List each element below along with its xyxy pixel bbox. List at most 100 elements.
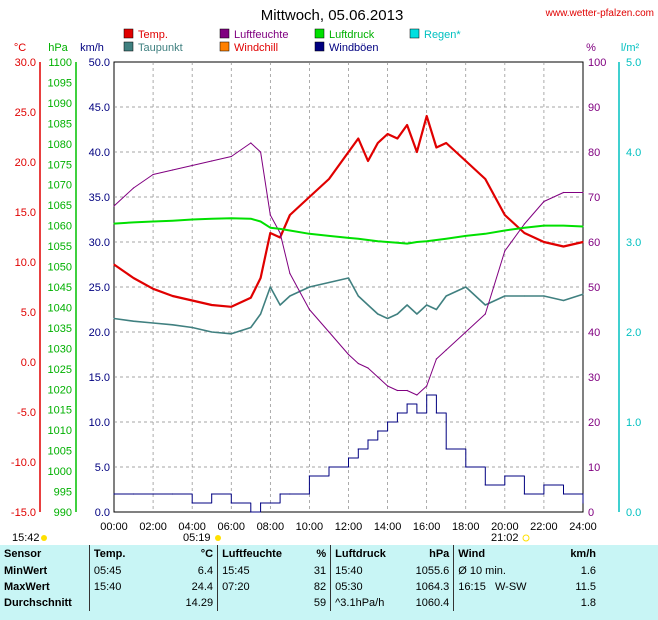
data-point	[416, 313, 418, 315]
data-point	[377, 240, 379, 242]
stats-header-pressure-unit: hPa	[429, 548, 450, 560]
temp-unit: °C	[14, 42, 26, 54]
temp-tick-label: 10.0	[15, 257, 36, 269]
data-point	[308, 196, 310, 198]
wind-tick-label: 0.0	[95, 507, 110, 519]
data-point	[367, 160, 369, 162]
legend-label: Luftfeuchte	[234, 29, 288, 41]
stats-header-sensor: Sensor	[4, 548, 42, 560]
series-line-windben	[114, 394, 584, 513]
pressure-tick-label: 995	[54, 487, 72, 499]
stats-press-val: 1064.3	[415, 581, 450, 593]
stats-hum-time: 07:20	[217, 579, 287, 595]
humidity-tick-label: 40	[588, 327, 600, 339]
temp-tick-label: 20.0	[15, 157, 36, 169]
rain-unit: l/m²	[621, 42, 640, 54]
data-point	[191, 218, 193, 221]
temp-tick-label: -5.0	[17, 407, 36, 419]
data-point	[279, 232, 281, 234]
data-point	[152, 493, 154, 495]
stats-hum-val: 31	[313, 565, 327, 577]
humidity-tick-label: 0	[588, 507, 594, 519]
data-point	[396, 137, 398, 140]
data-point	[504, 295, 506, 297]
wind-tick-label: 5.0	[95, 462, 110, 474]
data-point	[416, 241, 418, 243]
data-point	[250, 297, 252, 299]
data-point	[435, 146, 437, 149]
legend-label: Temp.	[138, 29, 168, 41]
data-point	[504, 250, 506, 252]
pressure-tick-label: 1010	[48, 425, 72, 437]
stats-press-val: 1060.4	[415, 597, 450, 609]
data-point	[269, 232, 271, 234]
stats-label: Durchschnitt	[4, 597, 72, 609]
data-point	[279, 236, 281, 239]
data-point	[211, 218, 213, 220]
data-point	[435, 358, 437, 360]
data-point	[582, 293, 584, 295]
data-point	[523, 223, 526, 225]
data-point	[387, 385, 389, 387]
data-point	[308, 233, 310, 235]
chart-title: Mittwoch, 05.06.2013	[261, 7, 404, 24]
humidity-tick-label: 70	[588, 192, 600, 204]
stats-header-humidity: Luftfeuchte	[217, 545, 287, 563]
pressure-tick-label: 1080	[48, 139, 72, 151]
legend-label: Windböen	[329, 42, 379, 54]
data-point	[172, 295, 174, 297]
data-point	[230, 155, 232, 158]
stats-header-wind: Wind	[453, 545, 532, 563]
data-point	[357, 238, 359, 240]
data-point	[484, 484, 486, 486]
data-point	[543, 484, 545, 486]
data-point	[260, 220, 262, 223]
data-point	[484, 304, 486, 306]
data-point	[445, 448, 447, 450]
data-point	[347, 457, 350, 459]
data-point	[347, 277, 350, 279]
humidity-tick-label: 20	[588, 417, 600, 429]
data-point	[172, 324, 174, 326]
time-tick-label: 14:00	[374, 521, 402, 533]
data-point	[308, 475, 310, 477]
stats-row-min: MinWert 05:45 6.4 15:45 31 15:40 1055.6 …	[0, 563, 600, 579]
stats-temp-time	[88, 595, 149, 611]
temp-tick-label: 0.0	[21, 357, 36, 369]
pressure-tick-label: 990	[54, 507, 72, 519]
data-point	[308, 308, 310, 311]
data-point	[543, 200, 545, 203]
data-point	[211, 493, 213, 495]
data-point	[396, 313, 398, 315]
data-point	[484, 313, 486, 315]
pressure-tick-label: 1100	[48, 57, 72, 69]
stats-wind-time: Ø 10 min.	[453, 563, 532, 579]
weather-chart: Mittwoch, 05.06.2013 www.wetter-pfalzen.…	[11, 7, 654, 544]
data-point	[211, 331, 213, 333]
data-point	[367, 439, 369, 441]
data-point	[426, 394, 428, 396]
data-point	[347, 151, 350, 153]
data-point	[377, 313, 379, 315]
temp-tick-label: 25.0	[15, 107, 36, 119]
legend-swatch	[219, 41, 230, 52]
data-point	[523, 227, 526, 229]
stats-temp-time: 05:45	[88, 563, 149, 579]
pressure-tick-label: 1020	[48, 384, 72, 396]
data-point	[387, 317, 389, 320]
temp-tick-label: 30.0	[15, 57, 36, 69]
data-point	[562, 245, 565, 248]
series-line-luftdruck	[113, 217, 584, 245]
stats-press-val: 1055.6	[415, 565, 450, 577]
pressure-tick-label: 1000	[48, 466, 72, 478]
data-point	[347, 237, 350, 239]
data-point	[132, 221, 135, 223]
data-point	[406, 389, 408, 392]
data-point	[308, 286, 310, 288]
data-point	[387, 241, 389, 243]
data-point	[367, 367, 369, 369]
rain-tick-label: 4.0	[626, 147, 641, 159]
data-point	[152, 322, 154, 324]
data-point	[250, 326, 252, 329]
